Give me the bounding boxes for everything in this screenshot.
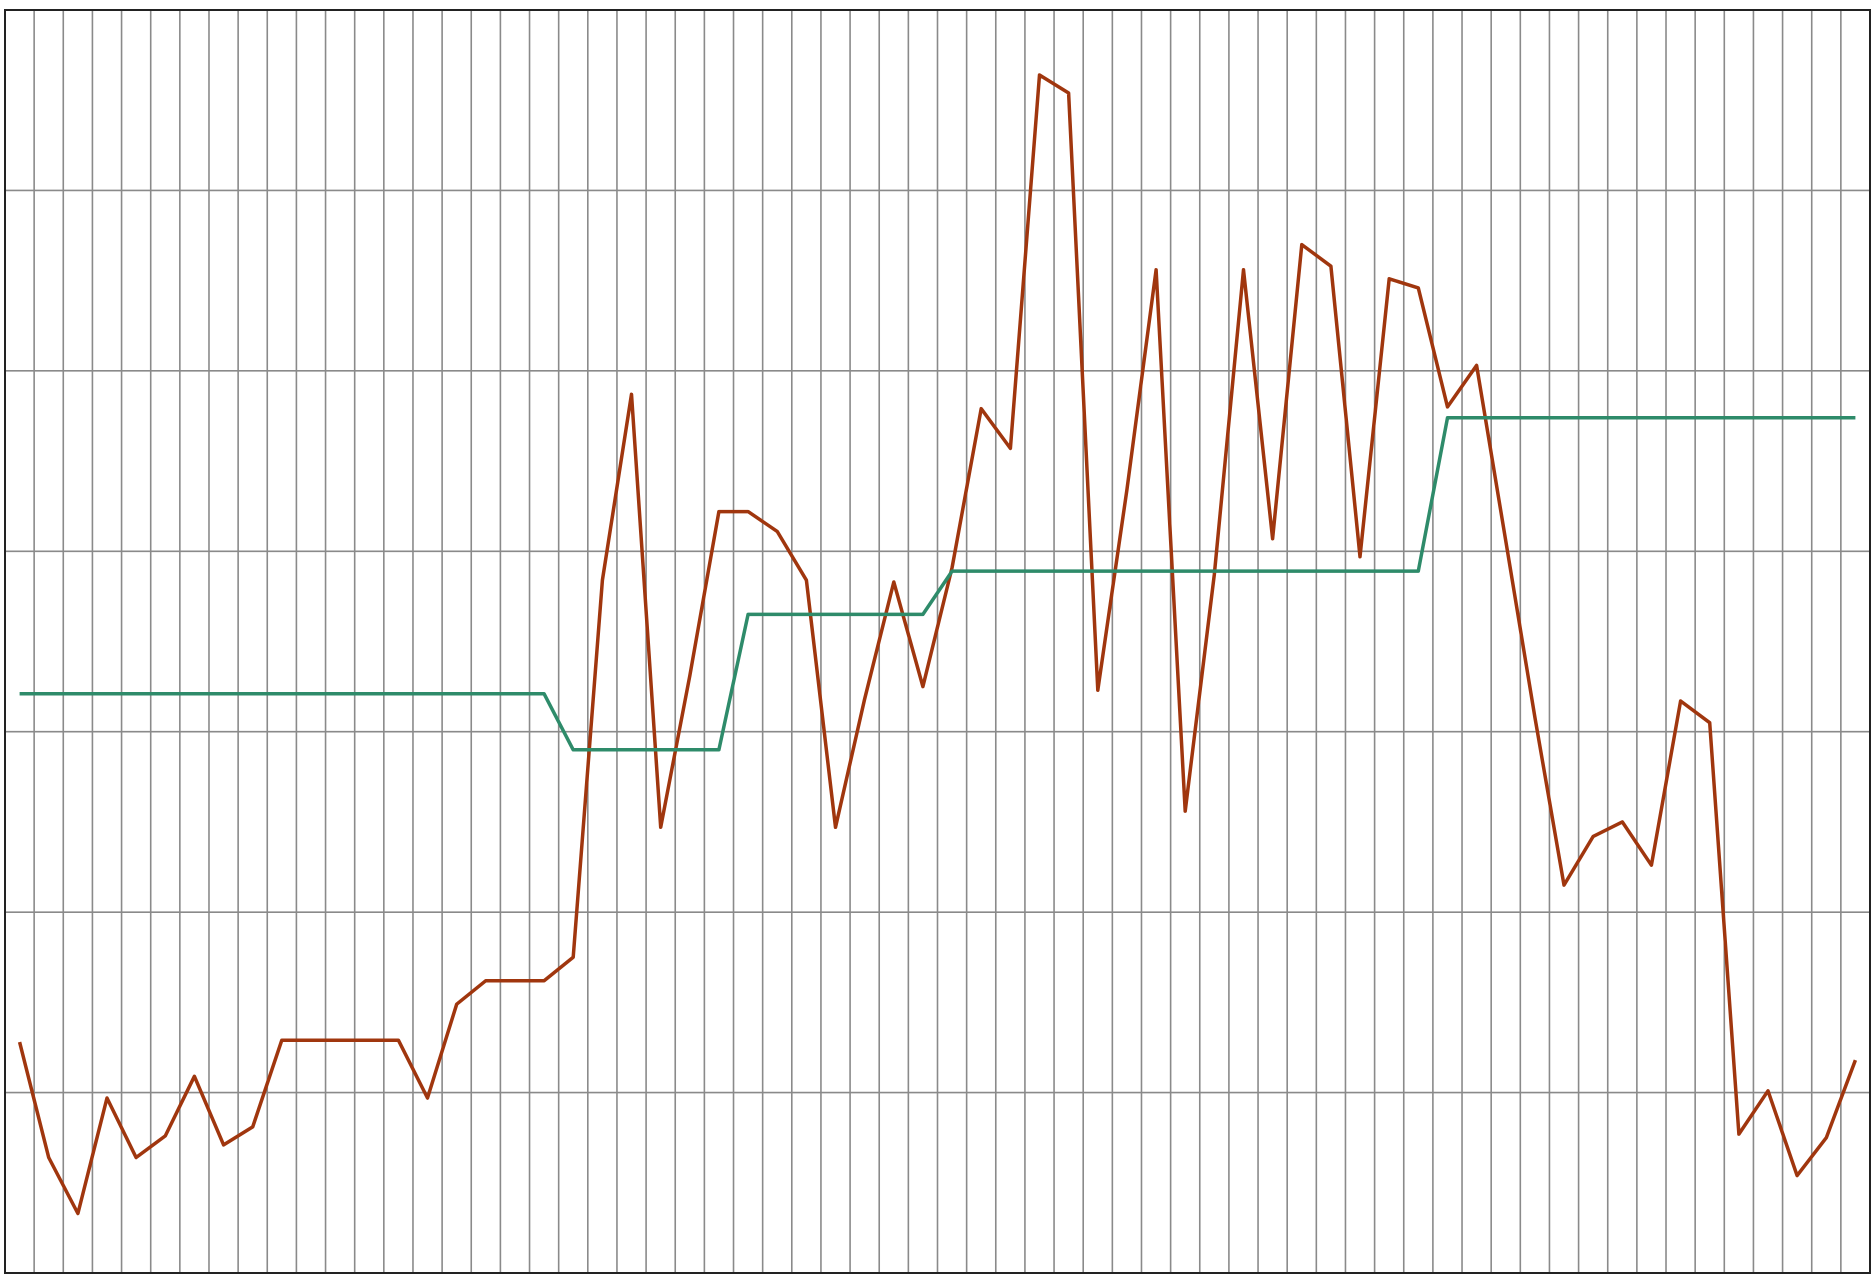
plot-border <box>4 9 1871 1274</box>
series-line <box>17 73 1858 1216</box>
series-line <box>19 416 1856 752</box>
